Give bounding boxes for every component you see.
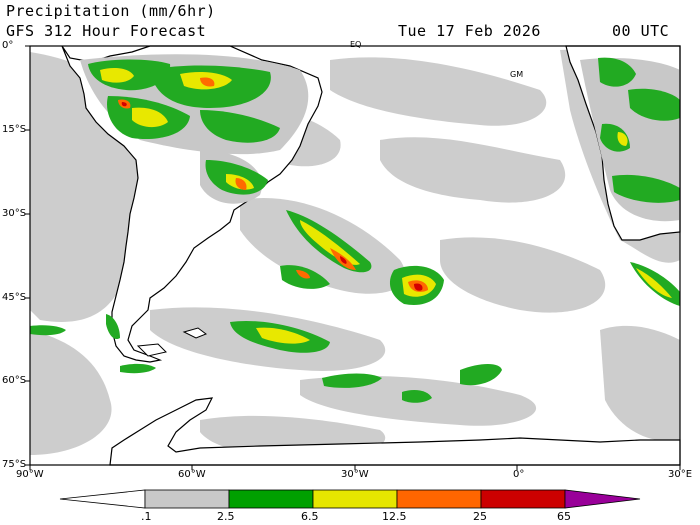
lat-label: 0° bbox=[2, 40, 14, 51]
lat-label: 60°S bbox=[2, 375, 27, 386]
colorbar-label: 65 bbox=[557, 510, 571, 523]
lat-label: 45°S bbox=[2, 292, 27, 303]
valid-date: Tue 17 Feb 2026 bbox=[398, 22, 541, 40]
colorbar-bin-yellow bbox=[312, 489, 398, 509]
lat-label: 75°S bbox=[2, 459, 27, 470]
lat-label: 30°S bbox=[2, 208, 27, 219]
colorbar-label: 25 bbox=[473, 510, 487, 523]
extreme-precip bbox=[121, 102, 423, 291]
colorbar-label: 12.5 bbox=[382, 510, 407, 523]
equator-note: EQ bbox=[350, 40, 362, 49]
antarctic-peninsula bbox=[109, 397, 681, 466]
lon-label: 0° bbox=[513, 469, 525, 480]
valid-time: 00 UTC bbox=[612, 22, 670, 40]
colorbar-label: 2.5 bbox=[217, 510, 235, 523]
colorbar-label: .1 bbox=[141, 510, 152, 523]
colorbar-bin-grey bbox=[144, 489, 230, 509]
islands bbox=[136, 327, 208, 357]
colorbar-left-arrow bbox=[59, 489, 146, 509]
lon-label: 90°W bbox=[16, 469, 44, 480]
product-title: Precipitation (mm/6hr) bbox=[6, 2, 216, 20]
heavy-precip bbox=[100, 68, 672, 344]
colorbar-bin-orange bbox=[396, 489, 482, 509]
lon-label: 30°E bbox=[668, 469, 693, 480]
lon-label: 60°W bbox=[178, 469, 206, 480]
axis-ticks bbox=[25, 45, 681, 470]
colorbar-bin-green bbox=[228, 489, 314, 509]
colorbar-bin-red bbox=[480, 489, 566, 509]
model-run-label: GFS 312 Hour Forecast bbox=[6, 22, 207, 40]
colorbar bbox=[59, 489, 641, 509]
colorbar-label: 6.5 bbox=[301, 510, 319, 523]
colorbar-right-arrow bbox=[564, 489, 641, 509]
lon-label: 30°W bbox=[341, 469, 369, 480]
greenwich-note: GM bbox=[510, 70, 524, 79]
lat-label: 15°S bbox=[2, 124, 27, 135]
